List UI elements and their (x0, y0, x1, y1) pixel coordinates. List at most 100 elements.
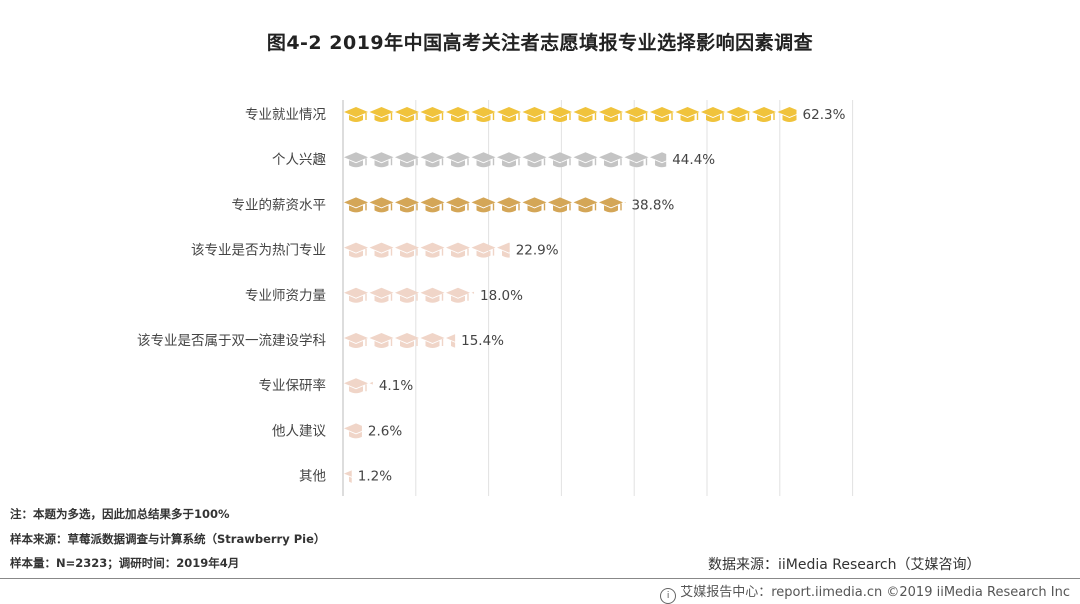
graduation-cap-icon (446, 197, 470, 213)
graduation-cap-icon (599, 152, 623, 168)
graduation-cap-icon (395, 152, 419, 168)
graduation-cap-icon (522, 107, 547, 122)
graduation-cap-icon (395, 242, 419, 258)
bar (344, 242, 510, 258)
graduation-cap-icon (369, 333, 394, 348)
graduation-cap-icon (675, 107, 700, 122)
graduation-cap-icon (344, 378, 368, 394)
graduation-cap-icon (497, 152, 521, 168)
bar (344, 333, 456, 348)
graduation-cap-icon (446, 152, 470, 168)
graduation-cap-icon (446, 242, 470, 258)
graduation-cap-icon (344, 197, 368, 213)
bar (344, 107, 797, 122)
graduation-cap-icon (446, 107, 470, 122)
graduation-cap-icon (420, 197, 445, 213)
value-label: 4.1% (379, 378, 413, 394)
graduation-cap-icon (369, 107, 394, 122)
graduation-cap-icon (395, 287, 419, 303)
bar (344, 423, 362, 439)
graduation-cap-icon (701, 107, 725, 122)
graduation-cap-icon (446, 287, 470, 303)
bar (344, 378, 373, 394)
graduation-cap-icon (420, 152, 445, 168)
bar (344, 152, 667, 168)
footnote-multi-select: 注：本题为多选，因此加总结果多于100% (10, 507, 230, 521)
bar (344, 287, 475, 303)
bar-chart: 专业就业情况个人兴趣专业的薪资水平该专业是否为热门专业专业师资力量该专业是否属于… (137, 100, 854, 496)
graduation-cap-icon (420, 287, 445, 303)
graduation-cap-icon (344, 423, 362, 439)
bar (344, 470, 352, 483)
graduation-cap-icon (752, 107, 776, 122)
graduation-cap-icon (344, 333, 368, 348)
category-label: 专业保研率 (259, 377, 327, 394)
value-label: 62.3% (803, 107, 846, 123)
value-label: 44.4% (672, 152, 715, 168)
value-label: 22.9% (516, 243, 559, 259)
footnote-sample-size: 样本量：N=2323；调研时间：2019年4月 (10, 556, 240, 570)
graduation-cap-icon (369, 197, 394, 213)
graduation-cap-icon (420, 107, 445, 122)
graduation-cap-icon (471, 152, 496, 168)
footer-divider (0, 578, 1080, 579)
graduation-cap-icon (471, 242, 496, 258)
graduation-cap-icon (446, 334, 456, 348)
category-label: 专业师资力量 (245, 288, 326, 304)
graduation-cap-icon (522, 152, 547, 168)
graduation-cap-icon (395, 197, 419, 213)
bar (344, 197, 626, 213)
graduation-cap-icon (344, 242, 368, 258)
value-label: 15.4% (461, 333, 504, 349)
graduation-cap-icon (497, 107, 521, 122)
value-label: 2.6% (368, 423, 402, 439)
value-label: 1.2% (358, 469, 392, 485)
graduation-cap-icon (471, 291, 475, 294)
graduation-cap-icon (395, 333, 419, 348)
graduation-cap-icon (624, 152, 649, 168)
graduation-cap-icon (344, 470, 352, 483)
graduation-cap-icon (624, 107, 649, 122)
footnote-sample-source: 样本来源：草莓派数据调查与计算系统（Strawberry Pie） (10, 532, 326, 546)
graduation-cap-icon (650, 107, 674, 122)
graduation-cap-icon (726, 107, 751, 122)
graduation-cap-icon (369, 381, 373, 385)
graduation-cap-icon (650, 152, 667, 168)
graduation-cap-icon (420, 242, 445, 258)
graduation-cap-icon (344, 107, 368, 122)
value-label: 38.8% (631, 197, 674, 213)
value-label: 18.0% (480, 288, 523, 304)
graduation-cap-icon (497, 242, 510, 258)
category-label: 该专业是否属于双一流建设学科 (137, 333, 326, 349)
category-label: 该专业是否为热门专业 (191, 243, 326, 259)
footer-copyright: i 艾媒报告中心：report.iimedia.cn ©2019 iiMedia … (660, 581, 1070, 604)
graduation-cap-icon (573, 107, 598, 122)
graduation-cap-icon (599, 107, 623, 122)
graduation-cap-icon (471, 197, 496, 213)
graduation-cap-icon (369, 152, 394, 168)
category-label: 专业就业情况 (245, 107, 326, 123)
graduation-cap-icon (548, 107, 572, 122)
graduation-cap-icon (548, 197, 572, 213)
category-labels: 专业就业情况个人兴趣专业的薪资水平该专业是否为热门专业专业师资力量该专业是否属于… (137, 107, 326, 485)
graduation-cap-icon (395, 107, 419, 122)
category-label: 专业的薪资水平 (232, 197, 327, 213)
category-label: 其他 (299, 469, 326, 485)
footer-text: 艾媒报告中心：report.iimedia.cn ©2019 iiMedia R… (680, 585, 1070, 600)
bars (344, 107, 797, 483)
chart-title: 图4-2 2019年中国高考关注者志愿填报专业选择影响因素调查 (266, 32, 814, 54)
graduation-cap-icon (573, 152, 598, 168)
category-label: 个人兴趣 (272, 152, 326, 168)
graduation-cap-icon (522, 197, 547, 213)
data-source: 数据来源：iiMedia Research（艾媒咨询） (708, 557, 981, 573)
gridlines (342, 100, 854, 496)
category-label: 他人建议 (272, 423, 326, 439)
graduation-cap-icon (599, 197, 623, 213)
graduation-cap-icon (369, 242, 394, 258)
graduation-cap-icon (624, 201, 626, 203)
graduation-cap-icon (777, 107, 797, 122)
graduation-cap-icon (420, 333, 445, 348)
graduation-cap-icon (548, 152, 572, 168)
graduation-cap-icon (369, 287, 394, 303)
graduation-cap-icon (344, 152, 368, 168)
